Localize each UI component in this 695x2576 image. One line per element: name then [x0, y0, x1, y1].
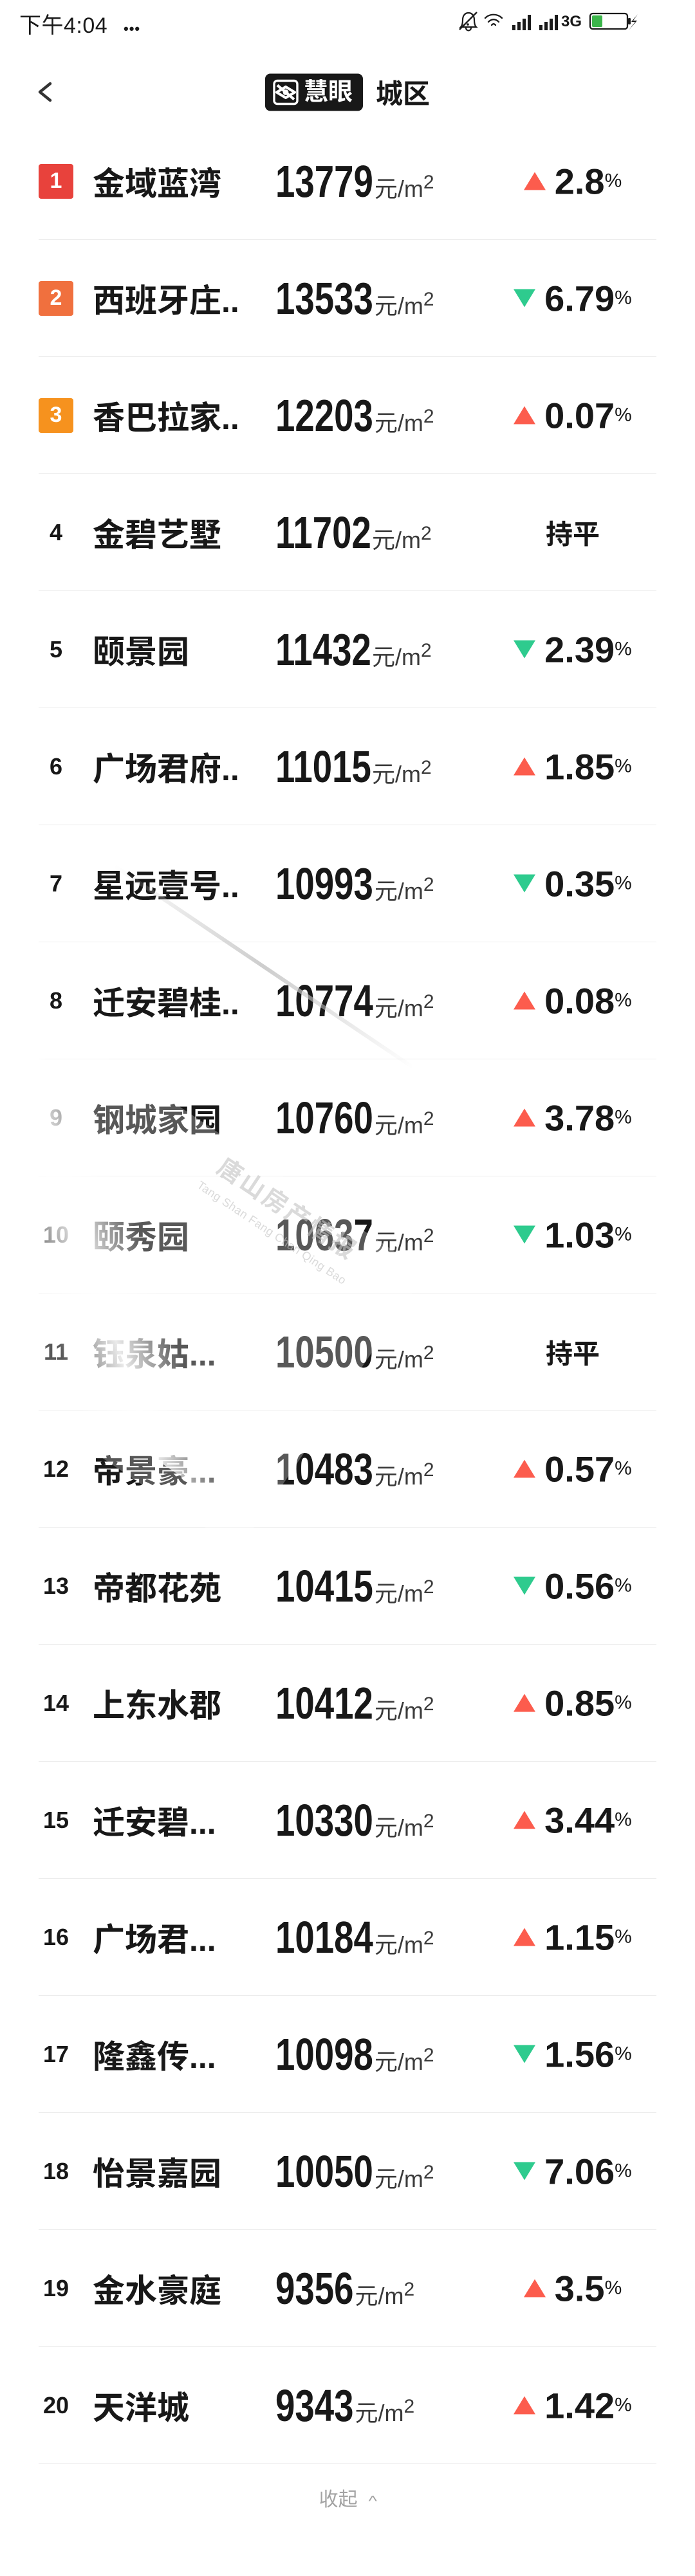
- svg-text:3G: 3G: [561, 13, 582, 30]
